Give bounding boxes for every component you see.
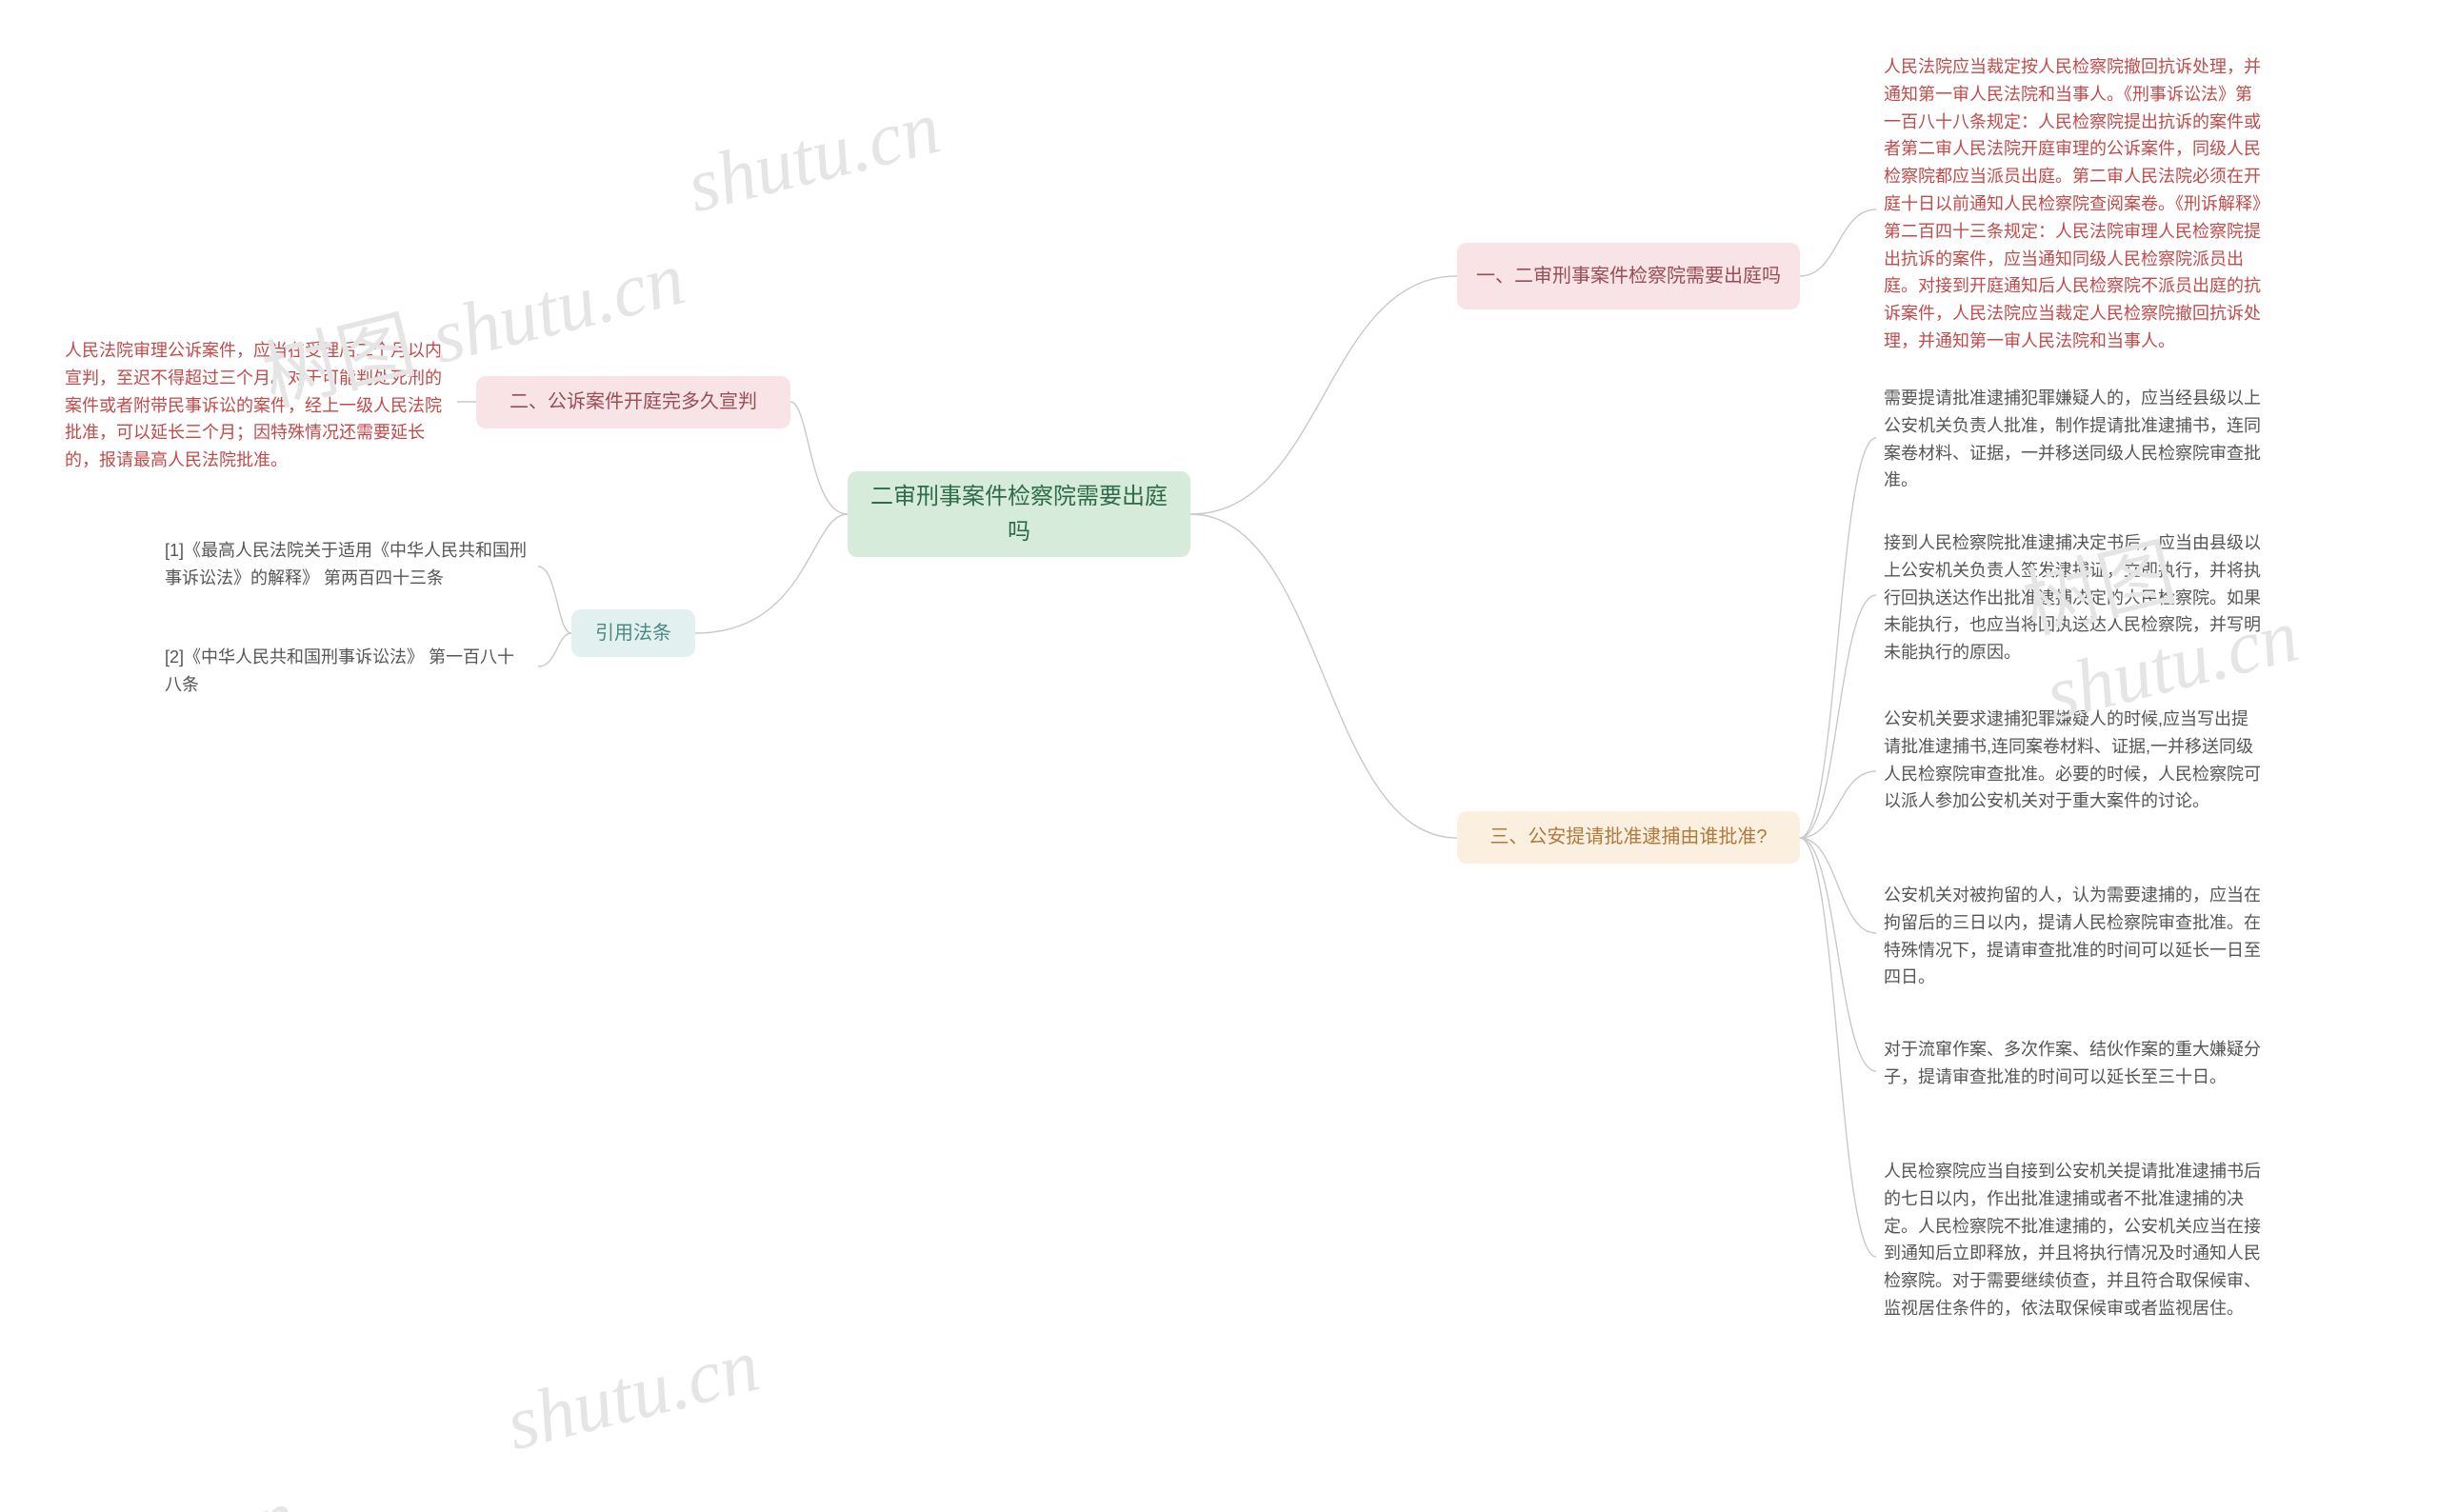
leaf-text: 接到人民检察院批准逮捕决定书后，应当由县级以上公安机关负责人签发逮捕证，立即执行… <box>1876 524 2271 672</box>
leaf-text: 人民检察院应当自接到公安机关提请批准逮捕书后的七日以内，作出批准逮捕或者不批准逮… <box>1876 1152 2271 1328</box>
mindmap-canvas: { "center": { "label": "二审刑事案件检察院需要出庭吗",… <box>0 0 2438 1512</box>
branch-label: 一、二审刑事案件检察院需要出庭吗 <box>1476 262 1781 291</box>
leaf-text: 对于流窜作案、多次作案、结伙作案的重大嫌疑分子，提请审查批准的时间可以延长至三十… <box>1876 1030 2271 1097</box>
leaf-text: 人民法院应当裁定按人民检察院撤回抗诉处理，并通知第一审人民法院和当事人。《刑事诉… <box>1876 48 2271 361</box>
branch-node-b2: 二、公诉案件开庭完多久宣判 <box>476 376 790 428</box>
center-label: 二审刑事案件检察院需要出庭吗 <box>865 479 1173 549</box>
branch-node-b3: 三、公安提请批准逮捕由谁批准? <box>1457 811 1800 864</box>
leaf-text: 公安机关要求逮捕犯罪嫌疑人的时候,应当写出提请批准逮捕书,连同案卷材料、证据,一… <box>1876 700 2271 821</box>
center-node: 二审刑事案件检察院需要出庭吗 <box>848 471 1190 557</box>
watermark: shutu.cn <box>498 1323 768 1468</box>
branch-label: 引用法条 <box>595 619 671 648</box>
leaf-text: 公安机关对被拘留的人，认为需要逮捕的，应当在拘留后的三日以内，提请人民检察院审查… <box>1876 876 2271 997</box>
leaf-text: 需要提请批准逮捕犯罪嫌疑人的，应当经县级以上公安机关负责人批准，制作提请批准逮捕… <box>1876 379 2271 500</box>
branch-node-b1: 一、二审刑事案件检察院需要出庭吗 <box>1457 243 1800 309</box>
watermark: shutu.cn <box>679 85 949 230</box>
branch-node-b4: 引用法条 <box>571 609 695 657</box>
watermark: 图 shutu.cn <box>0 1454 305 1512</box>
branch-label: 二、公诉案件开庭完多久宣判 <box>510 388 757 417</box>
leaf-text: 人民法院审理公诉案件，应当在受理后二个月以内宣判，至迟不得超过三个月。对于可能判… <box>57 331 457 480</box>
branch-label: 三、公安提请批准逮捕由谁批准? <box>1489 823 1767 852</box>
leaf-text: [1]《最高人民法院关于适用《中华人民共和国刑事诉讼法》的解释》 第两百四十三条 <box>157 531 538 598</box>
leaf-text: [2]《中华人民共和国刑事诉讼法》 第一百八十八条 <box>157 638 538 705</box>
